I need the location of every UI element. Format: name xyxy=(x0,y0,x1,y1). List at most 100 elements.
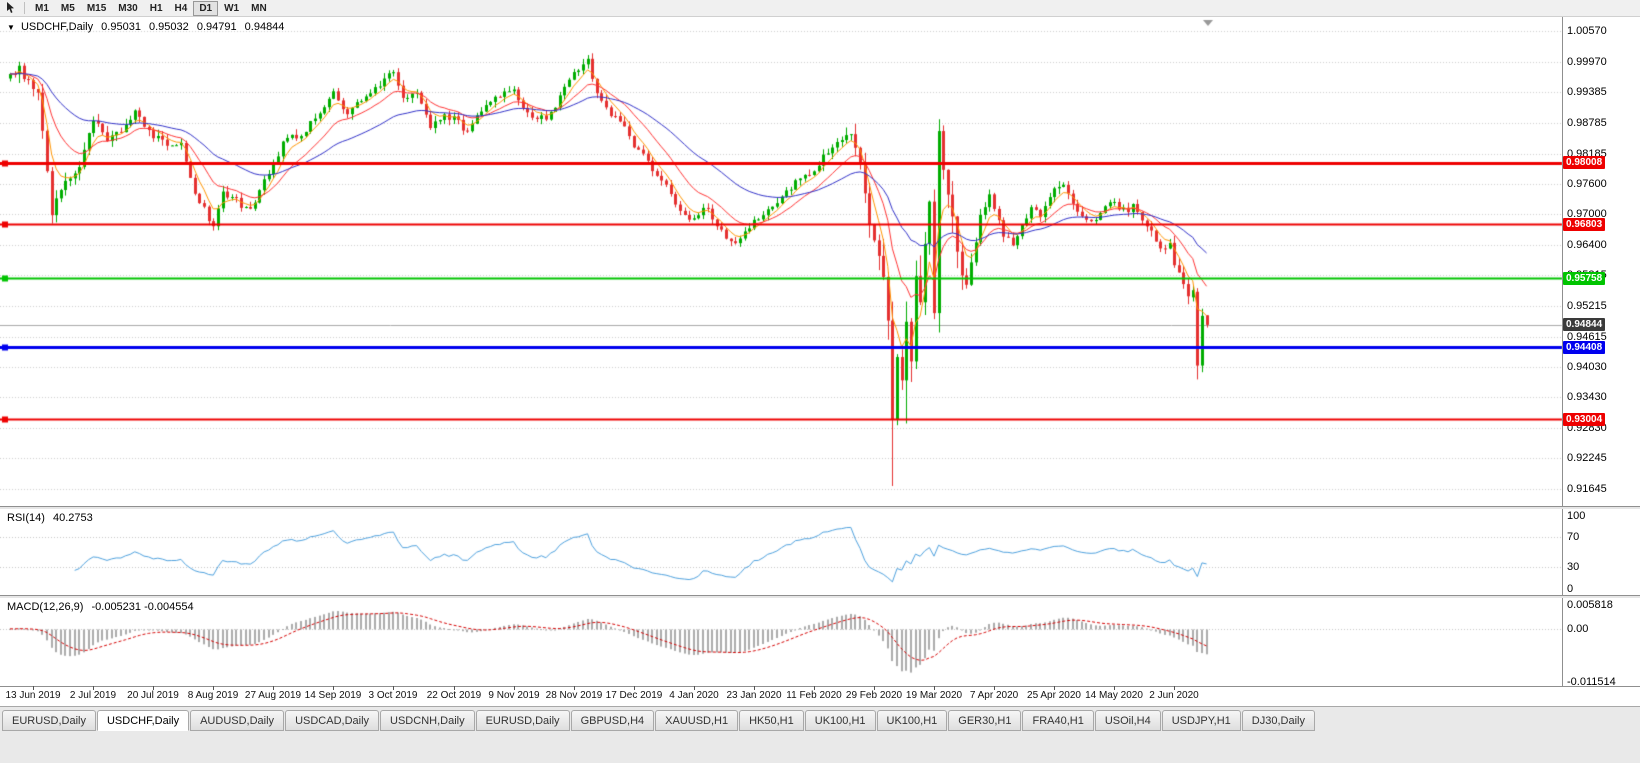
level-price-tag: 0.93004 xyxy=(1563,413,1606,426)
price-axis-separator xyxy=(1562,17,1563,686)
time-axis-label: 7 Apr 2020 xyxy=(969,690,1019,701)
timeframe-button-m1[interactable]: M1 xyxy=(35,2,49,14)
rsi-axis-label: 0 xyxy=(1567,583,1574,595)
time-axis-tick xyxy=(333,686,334,690)
price-axis-label: 0.92245 xyxy=(1567,452,1607,465)
time-axis-tick xyxy=(994,686,995,690)
chart-tab-audusd-daily[interactable]: AUDUSD,Daily xyxy=(190,710,285,731)
time-axis-label: 2 Jul 2019 xyxy=(69,690,117,701)
time-axis-label: 22 Oct 2019 xyxy=(426,690,482,701)
macd-indicator-name: MACD(12,26,9) xyxy=(7,601,84,613)
chart-tab-usoil-h4[interactable]: USOil,H4 xyxy=(1094,710,1161,731)
macd-axis-label: -0.011514 xyxy=(1567,676,1616,688)
time-axis-tick xyxy=(1114,686,1115,690)
macd-axis-label: 0.00 xyxy=(1567,622,1589,635)
toolbar-divider xyxy=(24,2,25,14)
chart-tab-hk50-h1[interactable]: HK50,H1 xyxy=(739,710,804,731)
timeframe-button-h1[interactable]: H1 xyxy=(149,2,163,14)
time-axis-tick xyxy=(33,686,34,690)
time-axis-label: 4 Jan 2020 xyxy=(669,690,719,701)
price-axis-label: 0.99385 xyxy=(1567,86,1607,99)
price-axis-label: 0.97000 xyxy=(1567,208,1607,221)
time-axis-label: 29 Feb 2020 xyxy=(845,690,903,701)
rsi-axis-label: 100 xyxy=(1567,510,1586,522)
chart-ohlc-header: ▼ USDCHF,Daily 0.95031 0.95032 0.94791 0… xyxy=(7,21,289,33)
time-axis-label: 28 Nov 2019 xyxy=(545,690,603,701)
chart-tab-usdcad-daily[interactable]: USDCAD,Daily xyxy=(285,710,380,731)
level-price-tag: 0.94408 xyxy=(1563,341,1606,354)
time-axis-tick xyxy=(874,686,875,690)
cursor-tool-icon[interactable] xyxy=(3,2,18,15)
time-axis-tick xyxy=(574,686,575,690)
time-axis-tick xyxy=(754,686,755,690)
rsi-indicator-name: RSI(14) xyxy=(7,512,45,524)
macd-canvas[interactable] xyxy=(0,598,1640,686)
time-axis-tick xyxy=(153,686,154,690)
time-axis-tick xyxy=(1174,686,1175,690)
timeframe-toolbar: M1 M5 M15 M30 H1 H4 D1 W1 MN xyxy=(0,0,1640,17)
chart-symbol-label: USDCHF,Daily xyxy=(20,21,94,33)
time-axis-tick xyxy=(514,686,515,690)
chart-tab-eurusd-daily[interactable]: EURUSD,Daily xyxy=(475,710,570,731)
time-axis-tick xyxy=(93,686,94,690)
rsi-axis-label: 30 xyxy=(1567,560,1580,573)
rsi-header: RSI(14) 40.2753 xyxy=(7,512,98,524)
time-axis-tick xyxy=(213,686,214,690)
rsi-indicator-value: 40.2753 xyxy=(52,512,93,524)
chart-tab-usdcnh-daily[interactable]: USDCNH,Daily xyxy=(380,710,475,731)
timeframe-button-mn[interactable]: MN xyxy=(251,2,267,14)
chart-tab-usdchf-daily[interactable]: USDCHF,Daily xyxy=(96,710,190,731)
price-axis-label: 0.97600 xyxy=(1567,177,1607,190)
chart-tab-uk100-h1[interactable]: UK100,H1 xyxy=(804,710,876,731)
price-axis-label: 0.94615 xyxy=(1567,330,1607,343)
level-price-tag: 0.96803 xyxy=(1563,218,1606,231)
price-axis-label: 0.96400 xyxy=(1567,239,1607,252)
rsi-canvas[interactable] xyxy=(0,509,1640,595)
timeframe-button-d1[interactable]: D1 xyxy=(193,0,219,16)
time-axis-label: 14 Sep 2019 xyxy=(304,690,362,701)
time-axis-label: 9 Nov 2019 xyxy=(488,690,540,701)
price-chart-canvas[interactable] xyxy=(0,17,1640,506)
chart-tab-ger30-h1[interactable]: GER30,H1 xyxy=(948,710,1022,731)
time-axis-label: 11 Feb 2020 xyxy=(786,690,842,701)
chart-close-value: 0.94844 xyxy=(244,21,285,33)
symbol-dropdown-icon: ▼ xyxy=(7,23,15,32)
timeframe-button-m15[interactable]: M15 xyxy=(86,2,107,14)
time-axis-tick xyxy=(273,686,274,690)
chart-tab-bar: EURUSD,Daily USDCHF,Daily AUDUSD,Daily USDC… xyxy=(0,706,1640,763)
time-axis-label: 19 Mar 2020 xyxy=(905,690,963,701)
chart-tab-gbpusd-h4[interactable]: GBPUSD,H4 xyxy=(570,710,655,731)
price-axis-label: 0.98785 xyxy=(1567,116,1607,129)
time-axis-label: 3 Oct 2019 xyxy=(368,690,418,701)
time-axis-label: 17 Dec 2019 xyxy=(605,690,663,701)
price-axis-label: 1.00570 xyxy=(1567,25,1607,38)
price-axis-label: 0.93430 xyxy=(1567,391,1607,404)
chart-tab-eurusd-daily[interactable]: EURUSD,Daily xyxy=(2,710,96,731)
macd-indicator-values: -0.005231 -0.004554 xyxy=(91,601,194,613)
chart-tab-dj30-daily[interactable]: DJ30,Daily xyxy=(1241,710,1315,731)
time-axis[interactable] xyxy=(0,686,1640,706)
price-axis-label: 0.99970 xyxy=(1567,56,1607,69)
time-axis-label: 25 Apr 2020 xyxy=(1027,690,1081,701)
time-axis-tick xyxy=(814,686,815,690)
chart-low-value: 0.94791 xyxy=(196,21,237,33)
chart-tab-usdjpy-h1[interactable]: USDJPY,H1 xyxy=(1161,710,1241,731)
level-price-tag: 0.95758 xyxy=(1563,272,1606,285)
chart-tab-xauusd-h1[interactable]: XAUUSD,H1 xyxy=(655,710,739,731)
panel-splitter[interactable] xyxy=(0,506,1640,509)
timeframe-button-w1[interactable]: W1 xyxy=(224,2,240,14)
time-axis-label: 23 Jan 2020 xyxy=(726,690,782,701)
timeframe-button-h4[interactable]: H4 xyxy=(174,2,188,14)
time-axis-tick xyxy=(393,686,394,690)
macd-header: MACD(12,26,9) -0.005231 -0.004554 xyxy=(7,601,199,613)
chart-tab-fra40-h1[interactable]: FRA40,H1 xyxy=(1022,710,1094,731)
panel-splitter[interactable] xyxy=(0,595,1640,598)
price-axis-label: 0.94030 xyxy=(1567,360,1607,373)
timeframe-button-m30[interactable]: M30 xyxy=(118,2,138,14)
chart-tab-uk100-h1[interactable]: UK100,H1 xyxy=(876,710,948,731)
time-axis-tick xyxy=(694,686,695,690)
time-axis-label: 8 Aug 2019 xyxy=(187,690,239,701)
timeframe-button-m5[interactable]: M5 xyxy=(60,2,75,14)
time-axis-label: 14 May 2020 xyxy=(1085,690,1143,701)
